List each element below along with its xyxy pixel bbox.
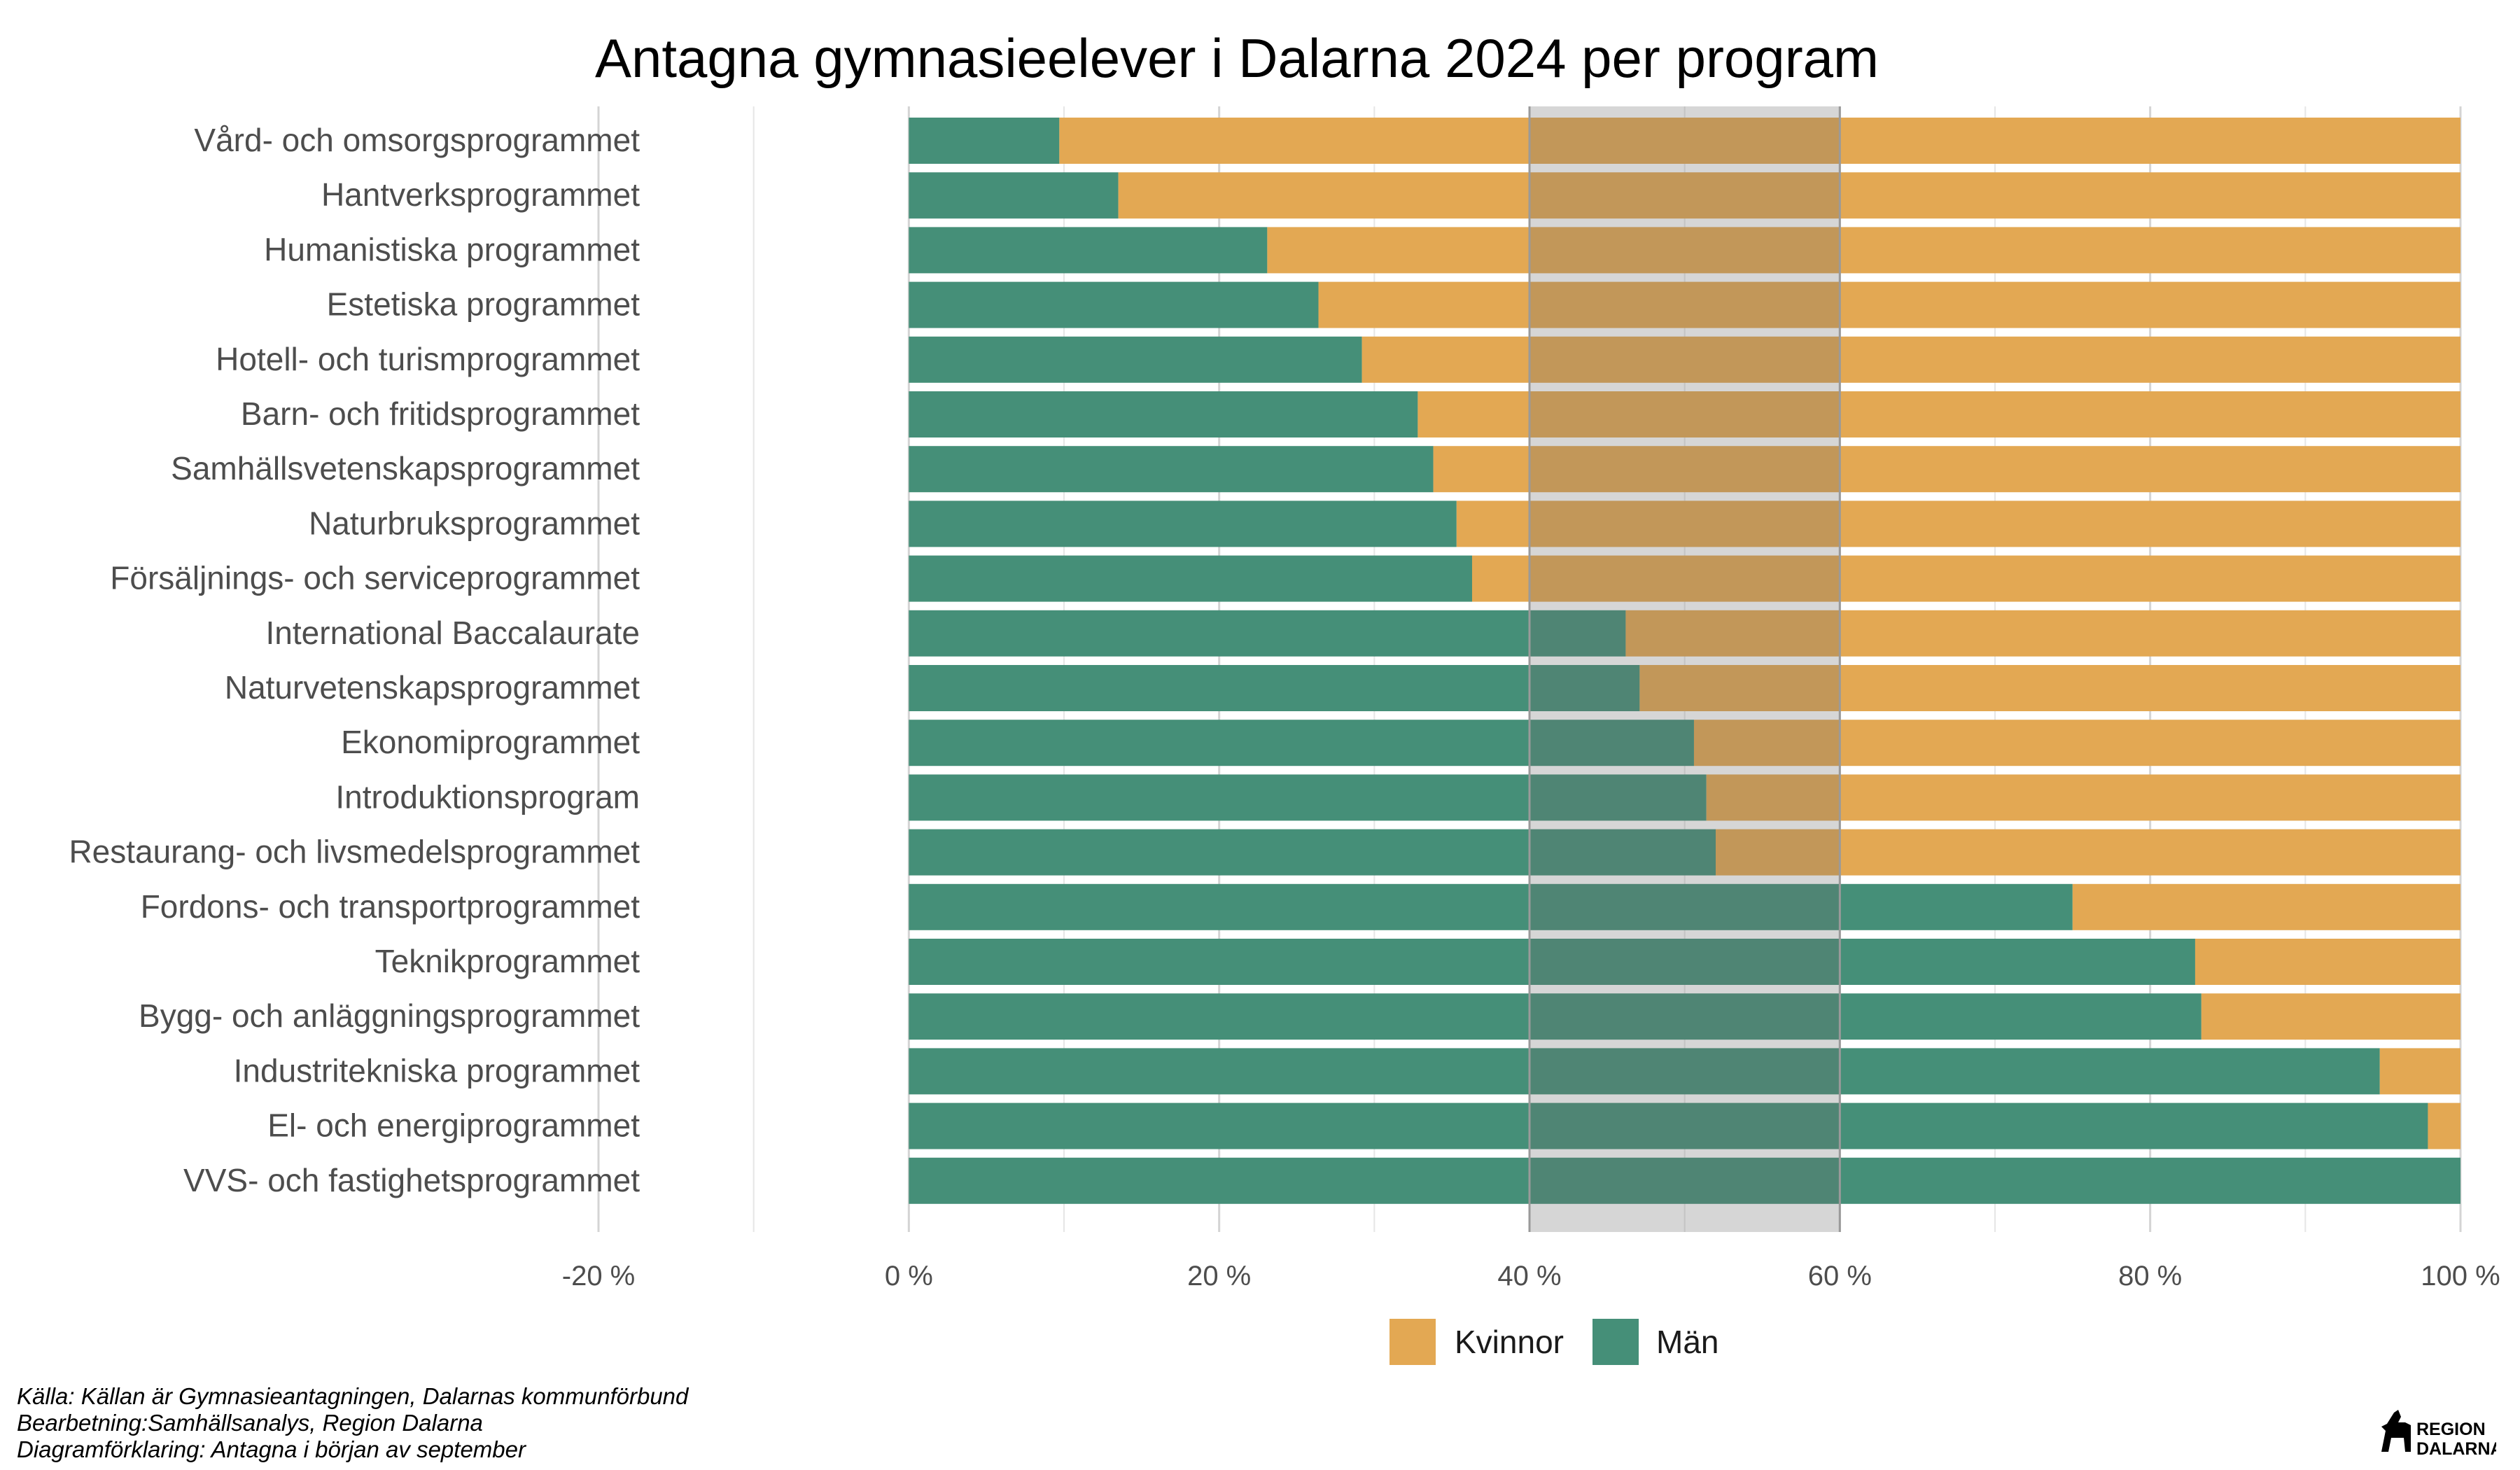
bar-man — [909, 829, 1716, 876]
shaded-band-layer — [1528, 106, 1841, 1232]
category-label: Industritekniska programmet — [234, 1052, 640, 1088]
bar-kvinnor — [1362, 336, 2460, 383]
x-tick-label: 60 % — [1808, 1261, 1872, 1292]
chart-title: Antagna gymnasieelever i Dalarna 2024 pe… — [595, 27, 1879, 89]
bar-man — [909, 118, 1060, 164]
bar-man — [909, 883, 2073, 930]
caption-processing: Bearbetning:Samhällsanalys, Region Dalar… — [17, 1410, 483, 1436]
bar-kvinnor — [1059, 118, 2460, 164]
bar-kvinnor — [1706, 774, 2460, 821]
category-label: Humanistiska programmet — [264, 231, 640, 267]
bar-man — [909, 446, 1434, 493]
logo-text-line1: REGION — [2416, 1420, 2486, 1439]
x-tick-label: 20 % — [1187, 1261, 1251, 1292]
category-label: Barn- och fritidsprogrammet — [241, 396, 640, 432]
bar-man — [909, 610, 1626, 657]
bar-man — [909, 665, 1640, 711]
legend-swatch-kvinnor — [1390, 1319, 1436, 1365]
category-label: Hotell- och turismprogrammet — [216, 341, 640, 377]
category-label: Naturbruksprogrammet — [309, 505, 640, 541]
category-label: VVS- och fastighetsprogrammet — [183, 1162, 640, 1198]
bar-kvinnor — [2379, 1048, 2460, 1095]
bar-man — [909, 500, 1457, 547]
category-label: Naturvetenskapsprogrammet — [225, 669, 640, 706]
category-label: Teknikprogrammet — [375, 943, 640, 979]
category-label: Vård- och omsorgsprogrammet — [194, 122, 640, 158]
category-label: Hantverksprogrammet — [321, 176, 640, 213]
bar-man — [909, 774, 1707, 821]
category-label: Introduktionsprogram — [335, 778, 640, 815]
category-label: Fordons- och transportprogrammet — [141, 888, 640, 925]
bar-man — [909, 1157, 2460, 1204]
bar-kvinnor — [2201, 993, 2460, 1040]
bar-man — [909, 720, 1694, 766]
category-label: El- och energiprogrammet — [267, 1107, 640, 1144]
bar-man — [909, 281, 1319, 328]
bar-kvinnor — [1418, 391, 2460, 438]
bar-kvinnor — [2428, 1102, 2460, 1149]
bar-man — [909, 391, 1418, 438]
legend-label-kvinnor: Kvinnor — [1455, 1324, 1564, 1360]
caption-source: Källa: Källan är Gymnasieantagningen, Da… — [17, 1383, 689, 1409]
bar-man — [909, 336, 1362, 383]
logo-text-line2: DALARNA — [2416, 1439, 2496, 1459]
bar-kvinnor — [1118, 172, 2460, 219]
bar-kvinnor — [1625, 610, 2460, 657]
bar-kvinnor — [1456, 500, 2460, 547]
x-tick-label: 0 % — [885, 1261, 933, 1292]
bar-man — [909, 1102, 2428, 1149]
bar-kvinnor — [1433, 446, 2460, 493]
category-label: Estetiska programmet — [327, 286, 640, 323]
bar-kvinnor — [1639, 665, 2460, 711]
category-label: Ekonomiprogrammet — [341, 724, 640, 760]
shaded-band — [1530, 106, 1840, 1232]
bar-kvinnor — [1267, 227, 2460, 274]
category-label: Bygg- och anläggningsprogrammet — [139, 997, 640, 1034]
bar-kvinnor — [2194, 939, 2460, 985]
bar-kvinnor — [1471, 555, 2460, 602]
bar-man — [909, 939, 2195, 985]
bar-man — [909, 1048, 2380, 1095]
x-axis-ticks: -20 % 0 % 20 % 40 % 60 % 80 % 100 % — [562, 1261, 2500, 1292]
x-tick-label: 80 % — [2118, 1261, 2182, 1292]
bar-man — [909, 227, 1268, 274]
legend-label-man: Män — [1656, 1324, 1718, 1360]
x-tick-label: -20 % — [562, 1261, 636, 1292]
bar-kvinnor — [2072, 883, 2460, 930]
category-labels: Vård- och omsorgsprogrammet Hantverksprog… — [69, 122, 640, 1198]
category-label: Försäljnings- och serviceprogrammet — [110, 560, 640, 596]
bar-kvinnor — [1693, 720, 2460, 766]
legend: Kvinnor Män — [1390, 1319, 1718, 1365]
bar-kvinnor — [1318, 281, 2460, 328]
x-tick-label: 100 % — [2421, 1261, 2500, 1292]
category-label: Samhällsvetenskapsprogrammet — [171, 450, 640, 486]
bar-man — [909, 555, 1472, 602]
x-tick-label: 40 % — [1497, 1261, 1561, 1292]
bar-man — [909, 172, 1119, 219]
bars-layer — [909, 118, 2460, 1204]
category-label: International Baccalaurate — [266, 615, 640, 651]
dala-horse-icon — [2381, 1410, 2411, 1452]
bar-man — [909, 993, 2202, 1040]
category-label: Restaurang- och livsmedelsprogrammet — [69, 834, 640, 870]
legend-swatch-man — [1592, 1319, 1639, 1365]
caption-explanation: Diagramförklaring: Antagna i början av s… — [17, 1436, 526, 1462]
region-dalarna-logo: REGION DALARNA — [2381, 1410, 2496, 1459]
